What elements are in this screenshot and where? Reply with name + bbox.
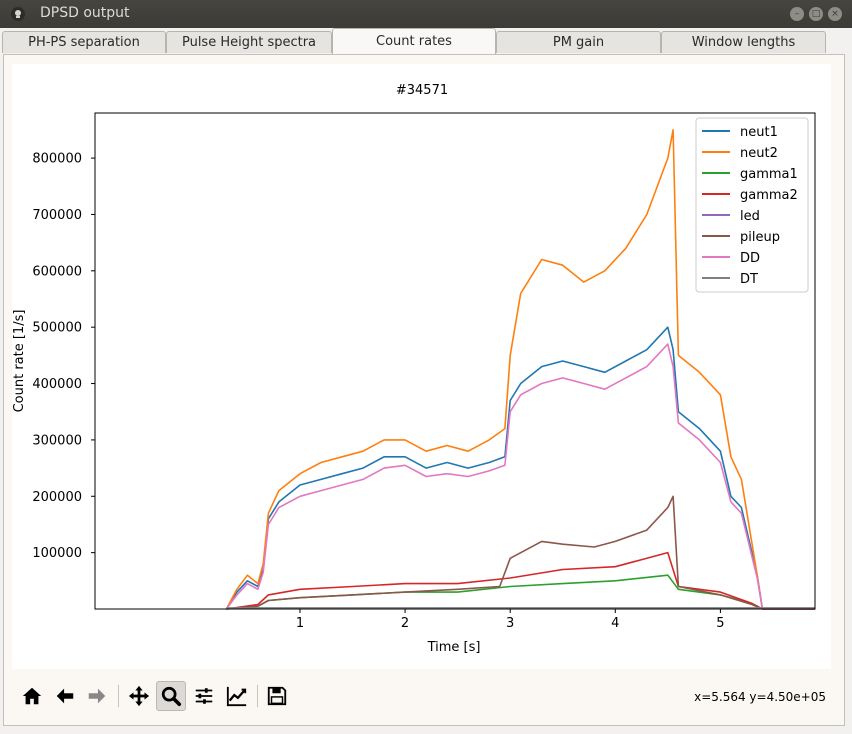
x-axis-label: Time [s] xyxy=(427,640,481,655)
tab-bar: PH-PS separation Pulse Height spectra Co… xyxy=(0,28,852,54)
series-line-gamma1 xyxy=(226,574,815,610)
series-line-pileup xyxy=(226,495,815,610)
series-line-gamma2 xyxy=(226,551,815,610)
close-icon: × xyxy=(831,9,839,19)
pan-icon xyxy=(128,685,150,707)
minimize-icon: – xyxy=(794,9,800,19)
maximize-button[interactable]: □ xyxy=(809,7,823,21)
tab-pm-gain[interactable]: PM gain xyxy=(496,31,661,53)
tick-layer: 1 2 3 4 5 100000 200000 300000 400000 500000 60000… xyxy=(32,152,724,631)
legend-box xyxy=(695,117,809,293)
minimize-button[interactable]: – xyxy=(790,7,804,21)
x-tick-label: 4 xyxy=(611,616,619,631)
edit-axis-button[interactable] xyxy=(222,681,252,711)
legend-label-DT: DT xyxy=(740,272,758,287)
back-icon xyxy=(56,688,74,704)
count-rate-chart[interactable]: #34571 1 2 3 4 5 100000 200000 300000 400000 5000… xyxy=(12,64,831,669)
legend-label-neut1: neut1 xyxy=(740,125,778,140)
x-tick-label: 5 xyxy=(716,616,724,631)
window-titlebar: DPSD output – □ × xyxy=(0,0,852,28)
forward-button[interactable] xyxy=(82,681,112,711)
legend-label-led: led xyxy=(740,209,760,224)
zoom-icon xyxy=(161,686,182,707)
save-button[interactable] xyxy=(262,681,292,711)
subplots-icon xyxy=(195,688,213,704)
chart-legend: neut1 neut2 gamma1 gamma2 led pileup DD DT xyxy=(695,117,809,293)
y-tick-label: 300000 xyxy=(32,433,82,448)
y-tick-label: 500000 xyxy=(32,321,82,336)
forward-icon xyxy=(88,688,106,704)
y-tick-label: 200000 xyxy=(32,490,82,505)
tab-ph-ps-separation[interactable]: PH-PS separation xyxy=(2,31,166,53)
legend-label-gamma1: gamma1 xyxy=(740,167,798,182)
tab-count-rates[interactable]: Count rates xyxy=(332,28,496,54)
home-button[interactable] xyxy=(17,681,47,711)
y-tick-label: 100000 xyxy=(32,546,82,561)
y-axis-label: Count rate [1/s] xyxy=(12,310,27,413)
close-button[interactable]: × xyxy=(828,7,842,21)
y-tick-label: 400000 xyxy=(32,377,82,392)
axes-frame xyxy=(94,112,816,610)
legend-label-DD: DD xyxy=(740,251,760,266)
toolbar-separator xyxy=(257,685,258,707)
home-icon xyxy=(22,687,42,705)
legend-label-neut2: neut2 xyxy=(740,146,778,161)
x-tick-label: 2 xyxy=(401,616,409,631)
x-tick-label: 1 xyxy=(296,616,304,631)
app-icon xyxy=(11,7,25,21)
series-line-neut2 xyxy=(225,129,815,610)
figure-canvas[interactable]: #34571 1 2 3 4 5 100000 200000 300000 400000 5000… xyxy=(12,64,831,669)
series-layer xyxy=(225,129,815,610)
cursor-coordinates: x=5.564 y=4.50e+05 xyxy=(694,690,826,704)
maximize-icon: □ xyxy=(811,9,821,19)
y-tick-label: 700000 xyxy=(32,208,82,223)
save-icon xyxy=(267,686,287,706)
y-tick-label: 800000 xyxy=(32,152,82,167)
edit-axis-icon xyxy=(226,686,247,707)
tab-pulse-height-spectra[interactable]: Pulse Height spectra xyxy=(166,31,332,53)
y-tick-label: 600000 xyxy=(32,264,82,279)
legend-label-gamma2: gamma2 xyxy=(740,188,798,203)
legend-label-pileup: pileup xyxy=(740,230,780,245)
series-line-DD xyxy=(225,343,815,610)
chart-title: #34571 xyxy=(396,83,448,98)
x-tick-label: 3 xyxy=(506,616,514,631)
navigation-toolbar: x=5.564 y=4.50e+05 xyxy=(12,679,840,715)
toolbar-separator xyxy=(118,685,119,707)
window-title: DPSD output xyxy=(40,5,130,21)
back-button[interactable] xyxy=(50,681,80,711)
pan-button[interactable] xyxy=(124,681,154,711)
zoom-button[interactable] xyxy=(156,681,186,711)
tab-window-lengths[interactable]: Window lengths xyxy=(661,31,826,53)
subplots-button[interactable] xyxy=(189,681,219,711)
series-line-neut1 xyxy=(225,326,815,610)
